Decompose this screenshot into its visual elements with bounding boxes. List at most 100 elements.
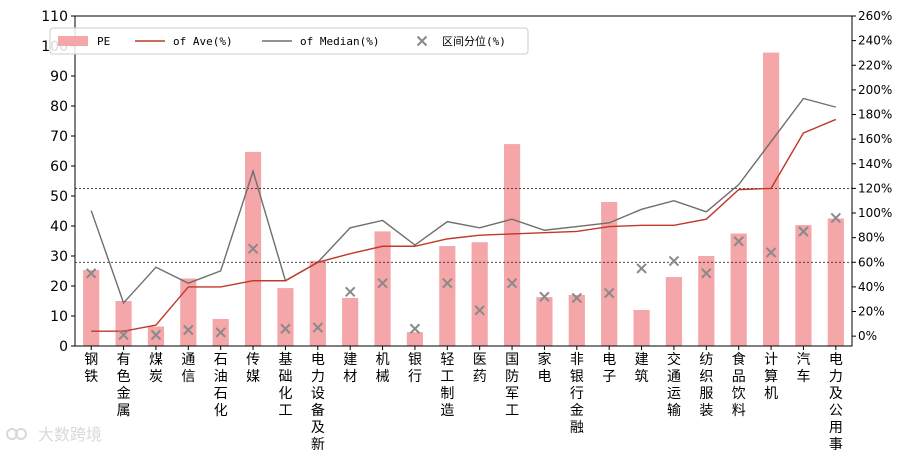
y2-tick-label-2: 40% (858, 280, 885, 294)
bar-7 (309, 260, 326, 346)
x-tick-label-12: 医药 (473, 352, 487, 385)
bar-0 (83, 270, 100, 346)
y-tick-label-8: 80 (50, 99, 68, 115)
bar-12 (471, 242, 488, 346)
bar-18 (665, 277, 683, 346)
point-6 (280, 323, 291, 334)
point-2 (150, 329, 162, 341)
point-3 (183, 324, 194, 336)
bar-6 (277, 288, 294, 346)
x-tick-label-14: 家电 (537, 351, 551, 385)
legend-label-2: of Median(%) (300, 35, 379, 48)
point-18 (668, 255, 680, 267)
y2-tick-label-10: 200% (858, 83, 892, 97)
x-tick-label-22: 汽车 (796, 352, 810, 385)
x-tick-label-7: 电力设备及新 (311, 352, 325, 450)
y2-tick-label-12: 240% (858, 34, 892, 48)
point-23 (830, 212, 842, 224)
y2-tick-label-7: 140% (858, 157, 892, 171)
bar-3 (180, 278, 197, 346)
y-tick-label-11: 110 (41, 9, 68, 25)
x-tick-label-20: 食品饮料 (732, 351, 746, 419)
x-tick-label-16: 电子 (602, 352, 616, 385)
bar-16 (601, 202, 618, 346)
y2-tick-label-13: 260% (858, 9, 892, 23)
x-tick-label-18: 交通运输 (667, 351, 681, 419)
x-tick-label-23: 电力及公用事 (829, 352, 843, 450)
bar-1 (115, 301, 132, 346)
points-layer (85, 212, 842, 341)
legend-label-0: PE (97, 35, 110, 48)
y2-tick-label-6: 120% (858, 181, 892, 195)
x-tick-label-6: 基础化工 (278, 351, 292, 419)
x-tick-label-2: 煤炭 (149, 352, 163, 385)
bar-22 (795, 225, 812, 346)
legend: PE of Ave(%) of Median(%) 区间分位(%) (49, 27, 529, 55)
y-tick-label-2: 20 (50, 279, 68, 295)
bar-17 (633, 310, 650, 346)
y2-tick-label-9: 180% (858, 108, 892, 122)
watermark-text: 大数跨境 (38, 425, 103, 444)
x-tick-label-3: 通信 (181, 352, 195, 385)
bar-10 (406, 332, 424, 346)
legend-swatch-pe (58, 36, 88, 46)
x-tick-label-10: 银行 (408, 352, 422, 385)
bar-23 (827, 218, 844, 346)
x-tick-label-4: 石油石化 (214, 352, 228, 419)
y-tick-label-6: 60 (50, 159, 68, 175)
point-13 (506, 277, 518, 289)
point-4 (215, 327, 226, 338)
point-21 (765, 247, 777, 258)
point-19 (701, 268, 712, 279)
y-tick-label-5: 50 (50, 189, 68, 205)
bar-20 (730, 233, 747, 346)
x-tick-label-17: 建筑 (635, 352, 649, 385)
x-tick-label-15: 非银行金融 (570, 352, 584, 436)
x-tick-label-5: 传媒 (246, 352, 260, 385)
lines-layer (90, 97, 837, 332)
point-10 (409, 323, 421, 334)
point-14 (539, 291, 550, 302)
x-tick-label-9: 机械 (376, 352, 390, 385)
plot-frame (74, 15, 853, 347)
legend-label-3: 区间分位(%) (442, 34, 506, 48)
point-0 (85, 268, 97, 279)
series-line-median (90, 97, 836, 305)
bars-layer (83, 52, 844, 346)
bar-15 (568, 295, 585, 346)
point-11 (442, 277, 453, 289)
point-7 (312, 322, 324, 333)
x-tick-label-1: 有色金属 (117, 352, 131, 419)
reference-lines (75, 187, 852, 263)
y-tick-label-0: 0 (59, 339, 68, 355)
series-line-average (91, 118, 837, 332)
y2-tick-label-8: 160% (858, 132, 892, 146)
axes: 01020304050607080901001100%20%40%60%80%1… (41, 9, 892, 355)
x-tick-label-11: 轻工制造 (440, 352, 454, 419)
y-tick-label-9: 90 (50, 69, 68, 85)
y-tick-label-4: 40 (50, 219, 68, 235)
point-12 (474, 305, 485, 316)
y2-tick-label-5: 100% (858, 206, 892, 220)
bar-11 (439, 246, 456, 346)
y-tick-label-7: 70 (50, 129, 68, 145)
legend-label-1: of Ave(%) (173, 35, 233, 48)
y-tick-label-1: 10 (50, 309, 68, 325)
x-tick-label-13: 国防军工 (505, 352, 519, 419)
y2-tick-label-3: 60% (858, 255, 885, 269)
point-5 (247, 243, 259, 254)
x-tick-label-21: 计算机 (764, 352, 778, 402)
x-tick-label-19: 纺织服装 (699, 352, 713, 419)
point-16 (603, 287, 615, 299)
y2-tick-label-11: 220% (858, 58, 892, 72)
y2-tick-label-4: 80% (858, 231, 885, 245)
bar-8 (342, 298, 359, 346)
bar-21 (762, 52, 780, 346)
y2-tick-label-1: 20% (858, 305, 885, 319)
y-tick-label-3: 30 (50, 249, 68, 265)
bar-9 (374, 231, 391, 346)
watermark: 大数跨境 (6, 421, 102, 445)
point-1 (118, 329, 129, 341)
